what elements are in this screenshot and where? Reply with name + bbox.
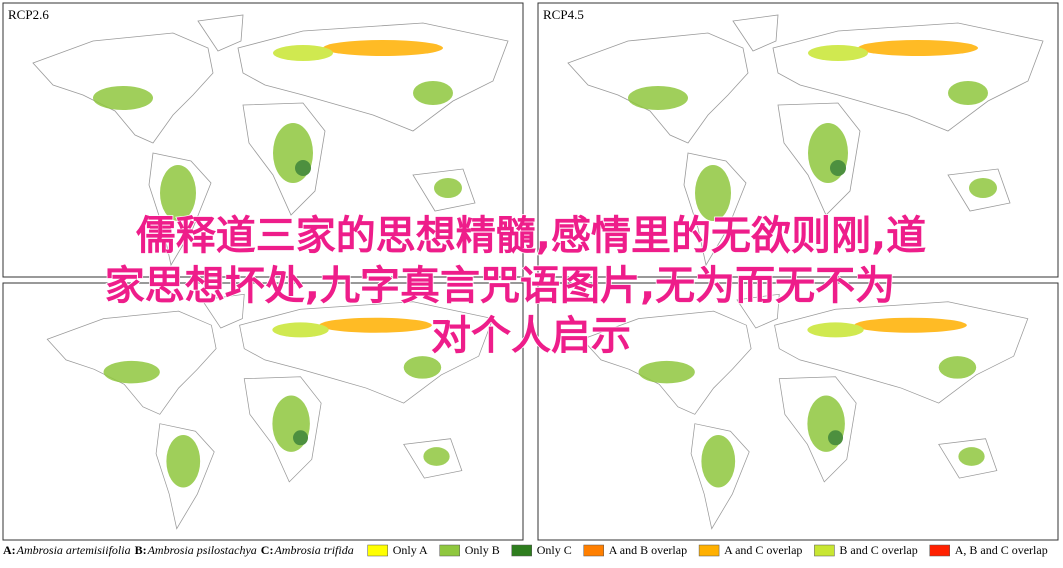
legend-key: B: — [135, 543, 147, 557]
panel — [537, 2, 1059, 278]
panel — [2, 2, 524, 278]
legend-swatch — [439, 544, 460, 557]
legend-swatch — [698, 544, 720, 557]
legend-swatch — [929, 544, 950, 557]
legend-swatch — [367, 544, 388, 557]
panel-label: RCP4.5 — [543, 7, 584, 22]
legend-swatch — [814, 544, 835, 557]
overlay-title: 家思想坏处,九字真言咒语图片,无为而无不为 — [105, 263, 895, 309]
legend-species: Ambrosia trifida — [273, 543, 353, 557]
legend-species: Ambrosia psilostachya — [147, 543, 257, 557]
legend-label: A and C overlap — [724, 543, 802, 557]
legend-key: A: — [3, 543, 16, 557]
legend-label: A and B overlap — [609, 543, 687, 557]
panel — [537, 282, 1059, 541]
legend-label: Only A — [393, 543, 428, 557]
legend-key: C: — [261, 543, 274, 557]
overlay-title: 儒释道三家的思想精髓,感情里的无欲则刚,道 — [136, 213, 926, 259]
legend-label: Only C — [537, 543, 572, 557]
panel — [2, 282, 524, 541]
legend-swatch — [583, 544, 604, 557]
legend-swatch — [511, 544, 532, 557]
legend: A: Ambrosia artemisiifolia B: Ambrosia psil… — [3, 543, 1048, 557]
panel-label: RCP2.6 — [8, 7, 49, 22]
legend-label: Only B — [465, 543, 500, 557]
legend-label: B and C overlap — [839, 543, 917, 557]
legend-label: A, B and C overlap — [955, 543, 1048, 557]
legend-species: Ambrosia artemisiifolia — [16, 543, 131, 557]
overlay-title: 对个人启示 — [431, 313, 631, 359]
